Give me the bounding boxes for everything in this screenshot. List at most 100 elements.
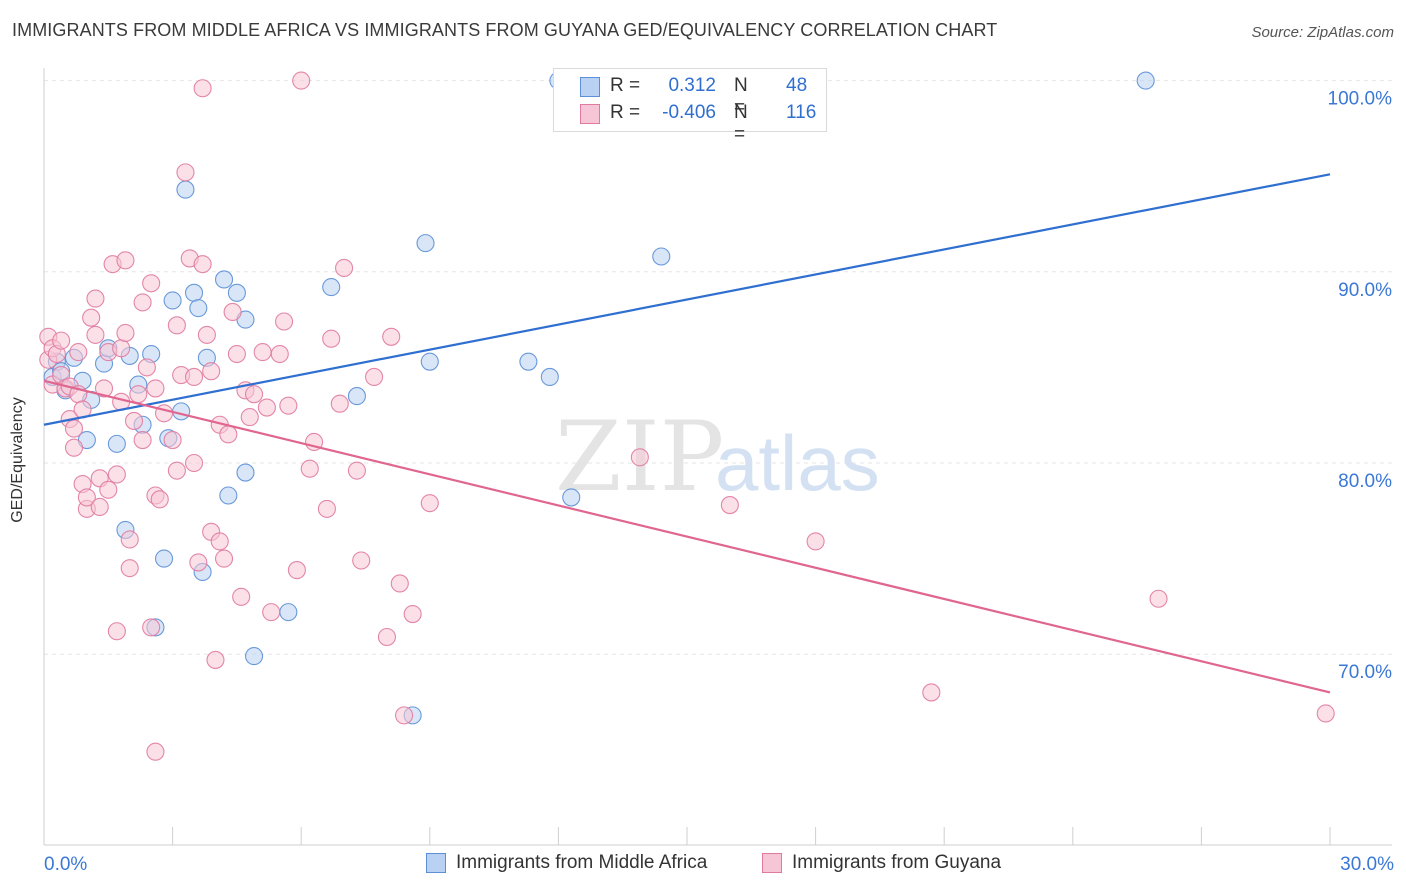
data-point — [137, 358, 156, 377]
data-point — [184, 453, 204, 473]
data-point — [184, 283, 204, 302]
data-point — [176, 180, 195, 199]
data-point — [133, 293, 152, 312]
data-point — [82, 308, 101, 327]
data-point — [806, 532, 825, 551]
data-point — [172, 402, 191, 421]
data-point — [322, 329, 341, 348]
tick-labels: 100.0% 90.0% 80.0% 70.0% 0.0% 30.0% — [44, 89, 1394, 875]
data-point — [94, 379, 114, 398]
legend-n-label: N = — [734, 102, 748, 145]
data-point — [244, 385, 264, 404]
bottom-legend-swatch-pink — [762, 853, 782, 873]
data-point — [86, 325, 105, 344]
data-point — [107, 622, 126, 641]
data-point — [219, 486, 238, 505]
data-point — [64, 419, 84, 438]
data-point — [300, 459, 319, 478]
data-point — [214, 549, 234, 568]
data-point — [206, 650, 225, 669]
data-point — [214, 270, 234, 289]
data-point — [420, 494, 439, 513]
data-point — [377, 627, 396, 647]
series-guyana-points — [39, 71, 1335, 761]
legend-r-value: -0.406 — [662, 102, 716, 123]
data-point — [317, 499, 336, 518]
legend-n-label: N = — [734, 75, 748, 118]
data-point — [382, 327, 401, 346]
data-point — [416, 234, 435, 253]
data-point — [133, 431, 152, 450]
data-point — [652, 247, 671, 266]
data-point — [1136, 71, 1155, 90]
data-point — [154, 549, 174, 568]
data-point — [275, 312, 294, 331]
data-point — [219, 425, 238, 444]
y-tick-label: 100.0% — [1328, 89, 1393, 110]
legend-swatch-blue — [580, 77, 600, 97]
data-point — [189, 553, 208, 572]
data-point — [253, 343, 272, 362]
data-point — [347, 387, 366, 406]
legend-r-value: 0.312 — [668, 75, 716, 96]
data-point — [120, 530, 139, 549]
correlation-legend: R = 0.312 N = 48 R = -0.406 N = 116 — [553, 68, 827, 145]
bottom-legend-label: Immigrants from Guyana — [792, 852, 1002, 873]
data-point — [90, 497, 109, 517]
data-point — [227, 344, 246, 364]
data-point — [167, 461, 186, 480]
bottom-legend-swatch-blue — [426, 853, 446, 873]
data-point — [244, 647, 264, 666]
data-point — [1316, 704, 1335, 723]
bottom-legend-label: Immigrants from Middle Africa — [456, 852, 708, 873]
data-point — [223, 302, 242, 322]
data-point — [352, 551, 371, 570]
data-point — [365, 367, 384, 387]
data-point — [163, 291, 182, 310]
data-point — [292, 71, 311, 90]
data-point — [112, 339, 131, 358]
data-point — [142, 274, 161, 293]
data-point — [322, 278, 341, 297]
data-point — [176, 163, 195, 182]
data-point — [540, 367, 559, 387]
data-point — [420, 352, 439, 371]
data-point — [262, 603, 281, 622]
data-point — [390, 574, 409, 593]
data-point — [236, 463, 255, 482]
data-point — [184, 367, 204, 387]
chart-source: Source: ZipAtlas.com — [1251, 24, 1394, 41]
y-tick-label: 80.0% — [1338, 471, 1392, 492]
data-point — [107, 434, 126, 453]
data-point — [227, 283, 246, 302]
data-point — [720, 496, 739, 515]
data-point — [69, 343, 88, 362]
data-point — [335, 258, 354, 278]
data-point — [142, 618, 161, 637]
data-point — [279, 396, 298, 415]
data-point — [240, 408, 259, 427]
data-point — [287, 561, 306, 580]
data-point — [52, 331, 71, 350]
data-point — [270, 344, 289, 364]
y-axis-label: GED/Equivalency — [9, 397, 26, 523]
data-point — [107, 465, 126, 484]
data-point — [1149, 589, 1168, 608]
data-point — [197, 325, 216, 344]
data-point — [922, 683, 941, 702]
axes — [43, 68, 1392, 846]
legend-r-label: R = — [610, 102, 641, 123]
y-tick-label: 90.0% — [1338, 280, 1392, 301]
data-point — [124, 411, 144, 430]
data-point — [116, 323, 135, 343]
data-point — [150, 490, 169, 509]
legend-r-label: R = — [610, 75, 641, 96]
legend-n-value: 116 — [786, 102, 817, 123]
watermark: ZIP atlas — [555, 401, 880, 513]
data-point — [99, 480, 118, 499]
trend-line-guyana — [43, 379, 1331, 694]
series-middle-africa-points — [43, 71, 1155, 725]
data-point — [232, 587, 251, 606]
data-point — [64, 438, 84, 457]
